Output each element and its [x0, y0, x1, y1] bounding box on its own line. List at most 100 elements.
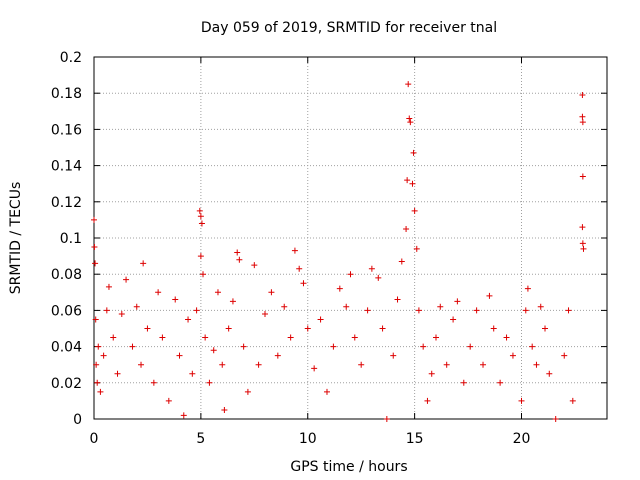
y-tick-label: 0.1 — [60, 231, 82, 247]
data-point — [240, 343, 247, 350]
data-point — [304, 325, 311, 332]
data-point — [490, 325, 497, 332]
y-tick-label: 0.12 — [51, 195, 82, 211]
data-point — [103, 307, 110, 314]
data-point — [244, 388, 251, 395]
data-point — [94, 379, 101, 386]
data-point — [225, 325, 232, 332]
data-point — [180, 412, 187, 419]
data-point — [255, 361, 262, 368]
data-point — [251, 262, 258, 269]
data-point — [133, 303, 140, 310]
data-point — [347, 271, 354, 278]
data-point — [443, 361, 450, 368]
data-point — [274, 352, 281, 359]
data-point — [159, 334, 166, 341]
data-point — [390, 352, 397, 359]
data-point — [221, 406, 228, 413]
data-point — [210, 347, 217, 354]
data-point — [197, 253, 204, 260]
data-point — [281, 303, 288, 310]
data-point — [522, 307, 529, 314]
data-point — [176, 352, 183, 359]
data-point — [398, 258, 405, 265]
data-point — [229, 298, 236, 305]
data-point — [394, 296, 401, 303]
data-point — [202, 334, 209, 341]
data-point — [428, 370, 435, 377]
x-tick-label: 5 — [196, 431, 205, 447]
data-point — [110, 334, 117, 341]
data-point — [503, 334, 510, 341]
data-point — [450, 316, 457, 323]
x-tick-label: 10 — [299, 431, 317, 447]
data-point — [114, 370, 121, 377]
data-point — [375, 274, 382, 281]
x-tick-label: 20 — [513, 431, 531, 447]
data-point — [287, 334, 294, 341]
data-point — [123, 276, 130, 283]
data-point — [579, 173, 586, 180]
y-tick-label: 0.2 — [60, 50, 82, 66]
data-point — [569, 397, 576, 404]
data-point — [330, 343, 337, 350]
data-point — [311, 365, 318, 372]
data-point — [404, 177, 411, 184]
data-point — [172, 296, 179, 303]
data-point — [409, 180, 416, 187]
data-point — [95, 343, 102, 350]
data-point — [336, 285, 343, 292]
y-axis-label: SRMTID / TECUs — [8, 182, 24, 295]
y-tick-label: 0.18 — [51, 86, 82, 102]
data-point — [473, 307, 480, 314]
data-point — [546, 370, 553, 377]
data-point — [579, 92, 586, 99]
data-point — [579, 113, 586, 120]
data-point — [364, 307, 371, 314]
data-point — [236, 256, 243, 263]
data-point — [150, 379, 157, 386]
data-point — [351, 334, 358, 341]
data-point — [358, 361, 365, 368]
data-point — [420, 343, 427, 350]
data-point — [579, 224, 586, 231]
data-point — [234, 249, 241, 256]
data-point — [193, 307, 200, 314]
data-point — [214, 289, 221, 296]
data-point — [410, 149, 417, 156]
data-point — [197, 213, 204, 220]
data-point — [424, 397, 431, 404]
data-point — [165, 397, 172, 404]
data-point — [291, 247, 298, 254]
data-point — [537, 303, 544, 310]
y-tick-label: 0.16 — [51, 122, 82, 138]
data-point — [486, 292, 493, 299]
data-point — [368, 265, 375, 272]
data-point — [189, 370, 196, 377]
data-point — [579, 240, 586, 247]
y-tick-label: 0.04 — [51, 340, 82, 356]
data-point — [406, 115, 413, 122]
data-point — [206, 379, 213, 386]
data-point — [140, 260, 147, 267]
data-point — [542, 325, 549, 332]
data-point — [383, 416, 390, 422]
data-point — [118, 311, 125, 318]
data-point — [509, 352, 516, 359]
data-point — [533, 361, 540, 368]
data-point — [343, 303, 350, 310]
data-point — [323, 388, 330, 395]
data-point — [105, 283, 112, 290]
data-point — [580, 245, 587, 252]
data-point — [155, 289, 162, 296]
data-point — [219, 361, 226, 368]
data-point — [552, 416, 559, 422]
data-point — [529, 343, 536, 350]
data-point — [403, 225, 410, 232]
y-tick-label: 0 — [73, 412, 82, 428]
data-point — [561, 352, 568, 359]
data-point — [454, 298, 461, 305]
data-point — [407, 119, 414, 126]
